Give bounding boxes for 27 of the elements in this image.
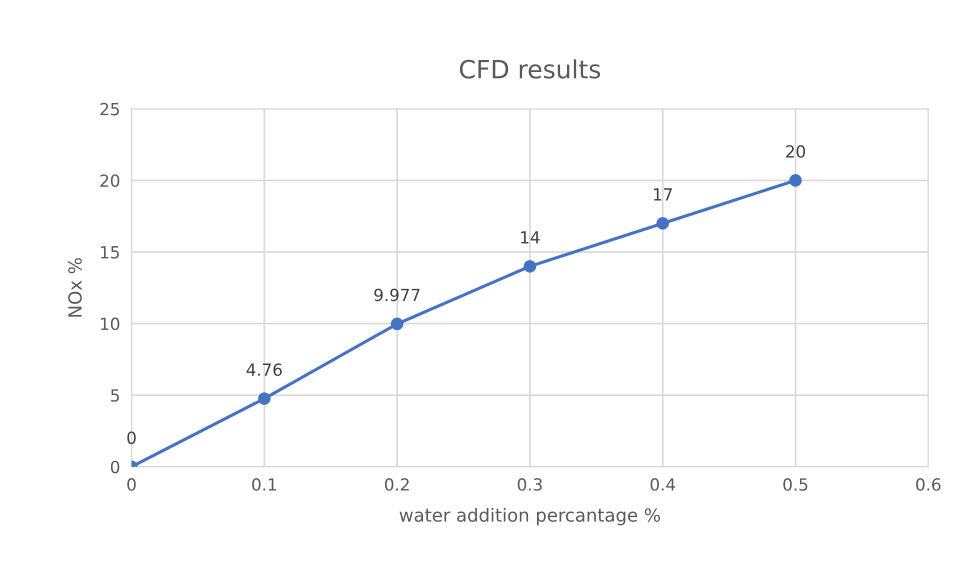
data-label: 0 (127, 431, 136, 444)
point (524, 260, 536, 273)
data-label: 14 (521, 231, 540, 244)
data-label: 9.977 (374, 288, 420, 302)
x-tick-label: 0 (127, 478, 136, 491)
y-tick-label: 5 (111, 389, 119, 402)
point (656, 217, 669, 230)
point (258, 392, 271, 405)
data-label: 20 (786, 145, 806, 158)
point (789, 174, 802, 187)
x-tick-label: 0.1 (252, 478, 276, 491)
x-tick-label: 0.2 (384, 478, 409, 491)
data-label: 4.76 (246, 363, 282, 376)
x-tick-label: 0.6 (916, 478, 941, 491)
x-tick-label: 0.3 (518, 478, 542, 491)
chart-title: CFD results (460, 59, 600, 79)
y-tick-label: 15 (101, 246, 119, 259)
y-tick-label: 25 (100, 102, 119, 116)
x-tick-label: 0.4 (650, 478, 676, 491)
point (390, 318, 404, 330)
x-tick-label: 0.5 (783, 478, 808, 491)
x-axis-title: water addition percantage % (400, 508, 660, 526)
data-label: 17 (654, 188, 672, 200)
y-tick-label: 10 (101, 318, 120, 330)
y-axis-title: NOx % (68, 258, 82, 317)
y-tick-label: 0 (110, 460, 120, 474)
y-tick-label: 20 (100, 174, 120, 187)
